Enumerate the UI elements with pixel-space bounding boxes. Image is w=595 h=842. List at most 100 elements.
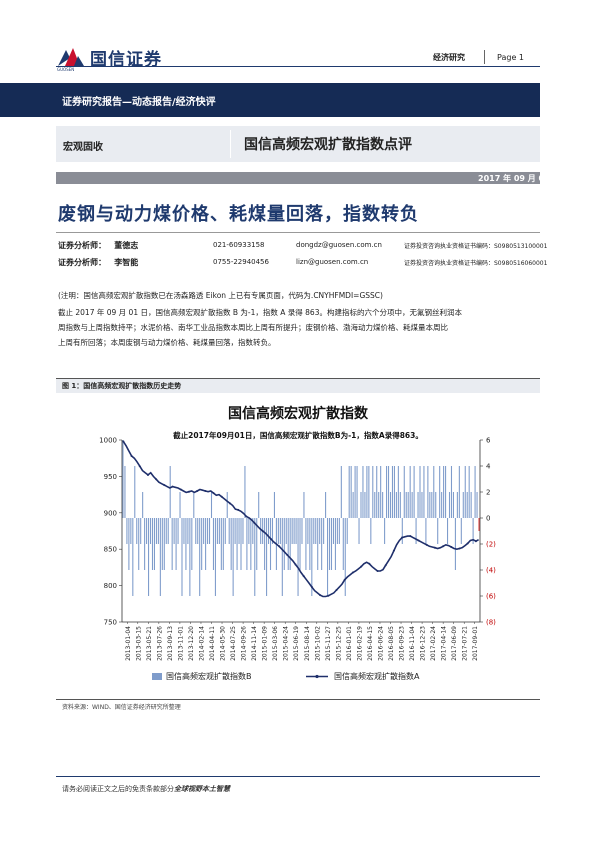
x-tick-label: 2014-04-11	[209, 626, 216, 661]
bar-index-b	[466, 492, 468, 518]
bar-index-b	[291, 518, 293, 544]
line-point-index-a	[163, 484, 166, 487]
bar-index-b	[153, 518, 155, 570]
chart-title: 国信高频宏观扩散指数	[228, 405, 369, 422]
bar-index-b	[228, 518, 230, 544]
bar-index-b	[460, 518, 462, 544]
bar-index-b	[216, 518, 218, 544]
bar-index-b	[470, 492, 472, 518]
bar-index-b	[128, 518, 130, 570]
category-bar	[56, 126, 540, 162]
bar-index-b	[441, 492, 443, 518]
diffusion-index-chart: 国信高频宏观扩散指数 截止2017年09月01日，国信高频宏观扩散指数B为-1，…	[99, 405, 496, 681]
bar-index-b	[334, 518, 336, 570]
line-point-index-a	[196, 489, 199, 492]
bar-index-b	[151, 518, 154, 570]
line-point-index-a	[187, 490, 190, 493]
line-point-index-a	[335, 588, 338, 591]
line-point-index-a	[212, 492, 215, 495]
body-paragraph-line: 周指数与上周指数持平；水泥价格、南华工业品指数本周比上周有所提升；废钢价格、渤海…	[58, 323, 448, 332]
section-tag: 经济研究	[433, 53, 465, 62]
bar-index-b	[142, 492, 144, 518]
analyst-rule	[56, 232, 540, 233]
bar-index-b	[325, 492, 327, 518]
bar-index-b	[126, 518, 128, 544]
bar-index-b	[354, 466, 356, 518]
bar-index-b	[427, 466, 429, 518]
analyst-cert: 证券投资咨询执业资格证书编码：S0980516060001	[404, 260, 548, 267]
bar-index-b	[443, 466, 445, 518]
bar-index-b	[271, 518, 274, 544]
bar-index-b	[134, 466, 136, 518]
bar-index-b	[195, 518, 197, 544]
bar-index-b	[468, 466, 470, 518]
line-point-index-a	[155, 478, 158, 481]
brand-name: 国信证券	[90, 50, 162, 70]
bar-index-b	[452, 492, 454, 518]
bar-index-b	[173, 518, 175, 544]
bar-index-b	[149, 518, 152, 544]
analyst-row: 证券分析师： 李智能	[58, 257, 138, 268]
bar-index-b	[362, 466, 364, 518]
report-title: 国信高频宏观扩散指数点评	[244, 137, 412, 153]
left-tick-label: 1000	[99, 437, 117, 445]
bar-index-b	[439, 466, 441, 518]
bar-index-b	[167, 518, 169, 544]
bar-index-b	[417, 492, 419, 518]
bar-index-b	[159, 518, 161, 596]
bar-index-b	[214, 518, 216, 596]
x-tick-label: 2016-04-15	[367, 626, 374, 661]
bar-index-b	[340, 466, 342, 518]
bar-index-b	[425, 518, 427, 544]
bar-index-b	[419, 466, 421, 518]
headline: 废钢与动力煤价格、耗煤量回落，指数转负	[58, 204, 419, 225]
bar-index-b	[220, 518, 222, 570]
line-point-index-a	[327, 594, 330, 597]
bar-index-b	[409, 466, 411, 518]
bar-index-b	[240, 518, 242, 570]
bar-index-b	[397, 466, 399, 518]
bar-index-b	[405, 492, 407, 518]
line-point-index-a	[179, 488, 182, 491]
bar-index-b	[201, 518, 203, 570]
bar-index-b	[138, 518, 140, 570]
bar-index-b	[191, 518, 193, 570]
line-point-index-a	[220, 495, 223, 498]
bar-index-b	[378, 492, 380, 518]
bar-index-b	[212, 518, 215, 570]
bar-index-b	[372, 466, 374, 518]
bar-index-b	[395, 492, 397, 518]
bar-index-b	[423, 466, 425, 518]
line-point-index-a	[384, 564, 387, 567]
bar-index-b	[321, 518, 323, 570]
x-tick-label: 2015-04-24	[283, 626, 290, 661]
bar-index-b	[277, 518, 279, 544]
line-point-index-a	[466, 542, 469, 545]
brand-sub: GUOSEN	[57, 67, 75, 72]
bar-index-b	[177, 518, 179, 544]
line-point-index-a	[351, 571, 354, 574]
analyst-name: 李智能	[114, 258, 139, 267]
analyst-row: 证券分析师： 董德志	[58, 240, 138, 251]
x-tick-label: 2013-07-26	[156, 626, 163, 661]
bar-index-b	[161, 518, 163, 570]
bar-index-b	[232, 518, 234, 596]
line-point-index-a	[237, 508, 240, 511]
x-tick-label: 2016-01-01	[346, 626, 353, 661]
analyst-phone: 021-60933158	[213, 241, 265, 249]
bar-index-b	[391, 466, 394, 518]
bar-index-b	[244, 466, 246, 518]
bar-index-b	[285, 518, 287, 544]
bar-index-b	[260, 518, 262, 544]
x-tick-label: 2015-11-27	[325, 626, 332, 661]
right-tick-label: 0	[486, 515, 490, 523]
x-tick-label: 2015-10-02	[314, 626, 321, 661]
bar-index-b	[230, 518, 232, 570]
line-point-index-a	[319, 594, 322, 597]
bar-index-b	[197, 518, 199, 544]
bar-index-b	[421, 492, 423, 518]
bar-index-b	[350, 466, 352, 518]
bar-index-b	[248, 518, 250, 544]
bar-index-b	[301, 518, 303, 544]
line-point-index-a	[294, 563, 297, 566]
